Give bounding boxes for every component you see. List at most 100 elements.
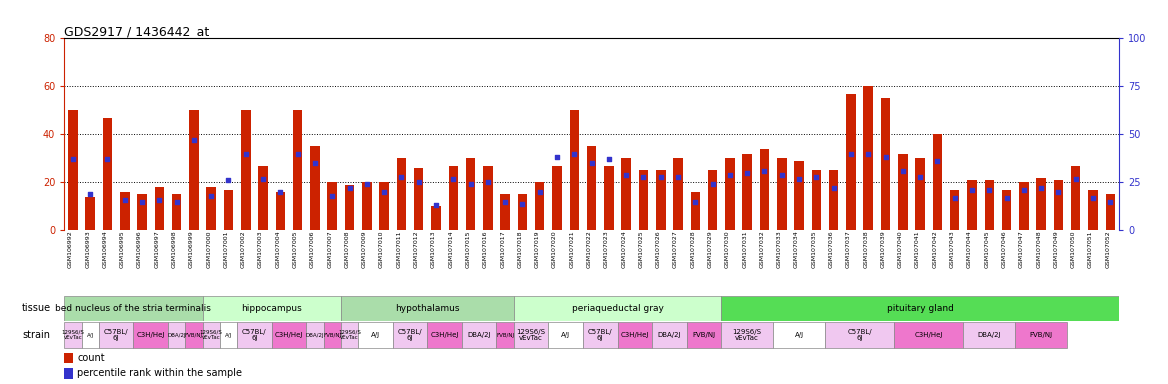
Bar: [812, 170, 821, 230]
Text: 129S6/S
vEvTac: 129S6/S vEvTac: [516, 329, 545, 341]
Text: GSM107049: GSM107049: [1054, 230, 1058, 268]
Text: GSM107047: GSM107047: [1018, 230, 1024, 268]
Bar: [64, 322, 82, 348]
Text: tissue: tissue: [21, 303, 50, 313]
Bar: [202, 296, 341, 321]
Text: GSM107042: GSM107042: [932, 230, 938, 268]
Bar: [932, 134, 943, 230]
Text: periaqueductal gray: periaqueductal gray: [571, 304, 663, 313]
Bar: [431, 207, 440, 230]
Bar: [846, 94, 856, 230]
Bar: [673, 158, 683, 230]
Bar: [341, 296, 514, 321]
Bar: [359, 322, 392, 348]
Bar: [168, 322, 186, 348]
Text: GSM107029: GSM107029: [708, 230, 712, 268]
Text: DBA/2J: DBA/2J: [467, 332, 491, 338]
Bar: [604, 166, 613, 230]
Text: GSM106998: GSM106998: [172, 230, 176, 268]
Point: [1066, 175, 1085, 182]
Text: GSM107003: GSM107003: [258, 230, 263, 268]
Bar: [1106, 194, 1115, 230]
Bar: [413, 168, 424, 230]
Text: FVB/NJ: FVB/NJ: [693, 332, 716, 338]
Bar: [570, 111, 579, 230]
Point: [634, 174, 653, 180]
Text: GSM106993: GSM106993: [85, 230, 90, 268]
Text: GSM107018: GSM107018: [517, 230, 522, 268]
Bar: [794, 161, 804, 230]
Bar: [690, 192, 700, 230]
Bar: [1054, 180, 1063, 230]
Bar: [324, 322, 341, 348]
Point: [858, 151, 877, 157]
Bar: [652, 322, 687, 348]
Text: GSM107017: GSM107017: [500, 230, 505, 268]
Point: [980, 187, 999, 193]
Text: GSM107026: GSM107026: [655, 230, 661, 268]
Point: [929, 158, 947, 164]
Point: [997, 195, 1016, 201]
Text: C3H/HeJ: C3H/HeJ: [620, 332, 649, 338]
Bar: [514, 322, 548, 348]
Point: [686, 199, 704, 205]
Bar: [189, 111, 199, 230]
Text: hippocampus: hippocampus: [242, 304, 303, 313]
Bar: [517, 194, 527, 230]
Bar: [207, 187, 216, 230]
Text: GSM107041: GSM107041: [915, 230, 920, 268]
Text: GSM107027: GSM107027: [673, 230, 679, 268]
Text: GSM107052: GSM107052: [1105, 230, 1111, 268]
Text: GSM107007: GSM107007: [327, 230, 332, 268]
Text: GSM106996: GSM106996: [137, 230, 142, 268]
Point: [340, 185, 359, 191]
Bar: [64, 368, 74, 379]
Point: [495, 199, 514, 205]
Point: [772, 172, 791, 178]
Bar: [722, 296, 1119, 321]
Point: [116, 197, 134, 203]
Text: 129S6/S
vEvTac: 129S6/S vEvTac: [200, 330, 223, 340]
Bar: [777, 158, 786, 230]
Text: GSM107020: GSM107020: [552, 230, 557, 268]
Bar: [759, 149, 770, 230]
Point: [426, 202, 445, 209]
Point: [461, 181, 480, 187]
Bar: [722, 322, 773, 348]
Text: GSM107038: GSM107038: [863, 230, 868, 268]
Bar: [898, 154, 908, 230]
Bar: [461, 322, 496, 348]
Bar: [85, 197, 95, 230]
Text: DBA/2J: DBA/2J: [306, 333, 325, 338]
Text: GSM107032: GSM107032: [759, 230, 765, 268]
Bar: [237, 322, 272, 348]
Text: GSM107039: GSM107039: [881, 230, 885, 268]
Text: FVB/NJ: FVB/NJ: [185, 333, 203, 338]
Point: [652, 174, 670, 180]
Text: GSM107037: GSM107037: [846, 230, 851, 268]
Bar: [967, 180, 976, 230]
Point: [599, 156, 618, 162]
Bar: [133, 322, 168, 348]
Bar: [392, 322, 427, 348]
Bar: [985, 180, 994, 230]
Text: GSM107030: GSM107030: [725, 230, 730, 268]
Point: [375, 189, 394, 195]
Text: GSM106997: GSM106997: [154, 230, 159, 268]
Point: [1101, 199, 1120, 205]
Text: GSM107050: GSM107050: [1071, 230, 1076, 268]
Bar: [514, 296, 722, 321]
Text: GSM107025: GSM107025: [639, 230, 644, 268]
Text: C57BL/
6J: C57BL/ 6J: [104, 329, 128, 341]
Bar: [202, 322, 220, 348]
Bar: [773, 322, 825, 348]
Text: GSM106994: GSM106994: [103, 230, 107, 268]
Text: hypothalamus: hypothalamus: [395, 304, 459, 313]
Text: GSM106992: GSM106992: [68, 230, 72, 268]
Bar: [484, 166, 493, 230]
Point: [444, 175, 463, 182]
Text: GSM107016: GSM107016: [482, 230, 488, 268]
Point: [1084, 195, 1103, 201]
Point: [738, 170, 757, 176]
Bar: [743, 154, 752, 230]
